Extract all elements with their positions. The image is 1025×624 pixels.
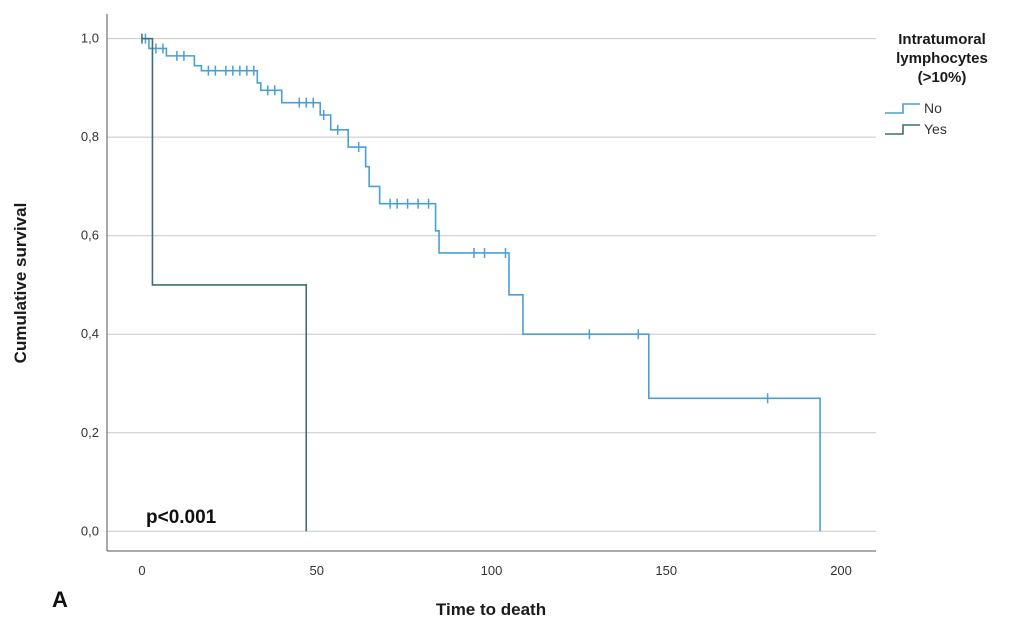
- survival-step-line: [141, 37, 821, 532]
- y-axis-title: Cumulative survival: [11, 203, 30, 364]
- panel-label: A: [52, 587, 68, 612]
- x-tick-label: 200: [830, 563, 852, 578]
- y-tick-label: 1,0: [81, 31, 99, 46]
- y-tick-label: 0,2: [81, 425, 99, 440]
- legend-label-yes: Yes: [924, 121, 947, 137]
- y-tick-label: 0,4: [81, 326, 99, 341]
- series-no: [141, 33, 821, 532]
- y-tick-label: 0,0: [81, 523, 99, 538]
- y-tick-label: 0,6: [81, 228, 99, 243]
- legend-title-line-2: lymphocytes: [896, 50, 988, 67]
- legend-swatch-yes: [885, 124, 920, 135]
- legend-title-line-3: (>10%): [918, 69, 967, 86]
- survival-step-line: [141, 37, 308, 532]
- legend-label-no: No: [924, 100, 942, 116]
- y-tick-label: 0,8: [81, 129, 99, 144]
- survival-curves: [141, 33, 821, 532]
- legend-title-line-1: Intratumoral: [898, 31, 986, 48]
- gridlines: [107, 38, 876, 532]
- p-value-annotation: p<0.001: [146, 507, 217, 528]
- y-tick-labels: 0,0 0,2 0,4 0,6 0,8 1,0: [81, 31, 99, 539]
- x-tick-label: 50: [309, 563, 323, 578]
- x-tick-label: 0: [138, 563, 145, 578]
- x-tick-label: 100: [481, 563, 503, 578]
- plot-area: [107, 14, 876, 551]
- x-axis-title: Time to death: [436, 600, 546, 619]
- series-yes: [141, 33, 308, 532]
- x-tick-labels: 0 50 100 150 200: [138, 563, 852, 578]
- axes: [106, 14, 876, 552]
- x-tick-label: 150: [655, 563, 677, 578]
- legend: Intratumoral lymphocytes (>10%) No Yes: [885, 31, 988, 137]
- legend-swatch-no: [885, 103, 920, 114]
